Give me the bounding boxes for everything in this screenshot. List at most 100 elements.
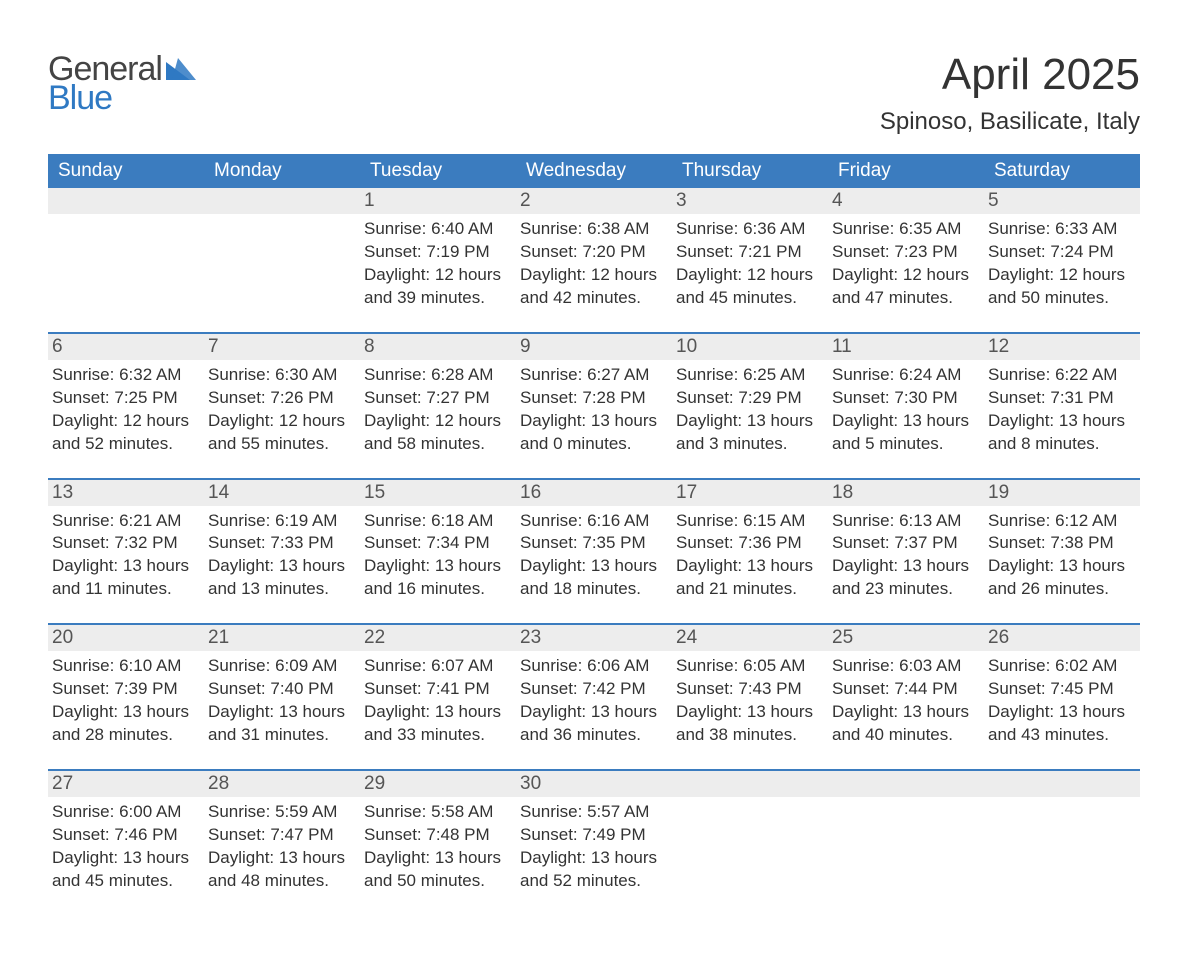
sunset-text: Sunset: 7:47 PM <box>208 824 352 847</box>
sunset-text: Sunset: 7:46 PM <box>52 824 196 847</box>
day-number: 16 <box>516 480 672 506</box>
day-number: 25 <box>828 625 984 651</box>
sunrise-text: Sunrise: 6:12 AM <box>988 510 1132 533</box>
logo-text-blue: Blue <box>48 79 198 118</box>
daylight-text: Daylight: 13 hours and 21 minutes. <box>676 555 820 601</box>
day-number: 15 <box>360 480 516 506</box>
daylight-text: Daylight: 12 hours and 55 minutes. <box>208 410 352 456</box>
title-block: April 2025 Spinoso, Basilicate, Italy <box>880 50 1140 136</box>
daylight-text: Daylight: 12 hours and 45 minutes. <box>676 264 820 310</box>
sunset-text: Sunset: 7:27 PM <box>364 387 508 410</box>
day-details: Sunrise: 6:07 AMSunset: 7:41 PMDaylight:… <box>364 655 508 747</box>
daylight-text: Daylight: 13 hours and 16 minutes. <box>364 555 508 601</box>
day-details: Sunrise: 5:58 AMSunset: 7:48 PMDaylight:… <box>364 801 508 893</box>
day-number <box>48 188 204 214</box>
day-details: Sunrise: 6:32 AMSunset: 7:25 PMDaylight:… <box>52 364 196 456</box>
sunrise-text: Sunrise: 6:05 AM <box>676 655 820 678</box>
sunset-text: Sunset: 7:42 PM <box>520 678 664 701</box>
calendar-table: Sunday Monday Tuesday Wednesday Thursday… <box>48 154 1140 915</box>
day-number: 27 <box>48 771 204 797</box>
daylight-text: Daylight: 13 hours and 26 minutes. <box>988 555 1132 601</box>
day-number: 9 <box>516 334 672 360</box>
sunset-text: Sunset: 7:49 PM <box>520 824 664 847</box>
calendar-week-row: 20Sunrise: 6:10 AMSunset: 7:39 PMDayligh… <box>48 624 1140 770</box>
day-number: 2 <box>516 188 672 214</box>
day-number: 22 <box>360 625 516 651</box>
calendar-day-cell: 22 Sunrise: 6:07 AMSunset: 7:41 PMDayligh… <box>360 624 516 770</box>
daylight-text: Daylight: 13 hours and 45 minutes. <box>52 847 196 893</box>
calendar-day-cell <box>48 188 204 333</box>
day-details: Sunrise: 5:59 AMSunset: 7:47 PMDaylight:… <box>208 801 352 893</box>
daylight-text: Daylight: 13 hours and 11 minutes. <box>52 555 196 601</box>
day-number: 17 <box>672 480 828 506</box>
day-details: Sunrise: 6:15 AMSunset: 7:36 PMDaylight:… <box>676 510 820 602</box>
daylight-text: Daylight: 12 hours and 42 minutes. <box>520 264 664 310</box>
calendar-day-cell: 20Sunrise: 6:10 AMSunset: 7:39 PMDayligh… <box>48 624 204 770</box>
day-details: Sunrise: 6:05 AMSunset: 7:43 PMDaylight:… <box>676 655 820 747</box>
sunrise-text: Sunrise: 6:09 AM <box>208 655 352 678</box>
sunset-text: Sunset: 7:43 PM <box>676 678 820 701</box>
calendar-day-cell: 2Sunrise: 6:38 AMSunset: 7:20 PMDaylight… <box>516 188 672 333</box>
daylight-text: Daylight: 13 hours and 33 minutes. <box>364 701 508 747</box>
sunrise-text: Sunrise: 6:00 AM <box>52 801 196 824</box>
day-number: 21 <box>204 625 360 651</box>
day-details: Sunrise: 6:13 AMSunset: 7:37 PMDaylight:… <box>832 510 976 602</box>
calendar-page: General Blue April 2025 Spinoso, Basilic… <box>0 0 1188 955</box>
calendar-day-cell: 8 Sunrise: 6:28 AMSunset: 7:27 PMDaylight… <box>360 333 516 479</box>
sunset-text: Sunset: 7:36 PM <box>676 532 820 555</box>
calendar-day-cell <box>828 770 984 915</box>
day-number: 5 <box>984 188 1140 214</box>
day-details: Sunrise: 6:12 AMSunset: 7:38 PMDaylight:… <box>988 510 1132 602</box>
daylight-text: Daylight: 13 hours and 48 minutes. <box>208 847 352 893</box>
day-number: 3 <box>672 188 828 214</box>
day-number: 6 <box>48 334 204 360</box>
daylight-text: Daylight: 12 hours and 47 minutes. <box>832 264 976 310</box>
day-number: 18 <box>828 480 984 506</box>
day-details: Sunrise: 6:35 AMSunset: 7:23 PMDaylight:… <box>832 218 976 310</box>
sunset-text: Sunset: 7:30 PM <box>832 387 976 410</box>
weekday-header: Friday <box>828 154 984 188</box>
sunset-text: Sunset: 7:20 PM <box>520 241 664 264</box>
sunset-text: Sunset: 7:33 PM <box>208 532 352 555</box>
daylight-text: Daylight: 13 hours and 43 minutes. <box>988 701 1132 747</box>
day-number: 28 <box>204 771 360 797</box>
day-number <box>672 771 828 797</box>
calendar-week-row: 1 Sunrise: 6:40 AMSunset: 7:19 PMDaylight… <box>48 188 1140 333</box>
calendar-day-cell: 6 Sunrise: 6:32 AMSunset: 7:25 PMDaylight… <box>48 333 204 479</box>
calendar-day-cell: 11Sunrise: 6:24 AMSunset: 7:30 PMDayligh… <box>828 333 984 479</box>
sunrise-text: Sunrise: 6:40 AM <box>364 218 508 241</box>
day-details: Sunrise: 6:27 AMSunset: 7:28 PMDaylight:… <box>520 364 664 456</box>
day-number: 30 <box>516 771 672 797</box>
calendar-week-row: 27Sunrise: 6:00 AMSunset: 7:46 PMDayligh… <box>48 770 1140 915</box>
day-details: Sunrise: 5:57 AMSunset: 7:49 PMDaylight:… <box>520 801 664 893</box>
day-number <box>984 771 1140 797</box>
day-number: 14 <box>204 480 360 506</box>
day-number: 10 <box>672 334 828 360</box>
sunrise-text: Sunrise: 6:33 AM <box>988 218 1132 241</box>
day-number: 24 <box>672 625 828 651</box>
logo: General Blue <box>48 50 198 118</box>
sunrise-text: Sunrise: 6:30 AM <box>208 364 352 387</box>
day-number: 1 <box>360 188 516 214</box>
sunrise-text: Sunrise: 6:28 AM <box>364 364 508 387</box>
calendar-day-cell <box>672 770 828 915</box>
calendar-day-cell: 13Sunrise: 6:21 AMSunset: 7:32 PMDayligh… <box>48 479 204 625</box>
sunset-text: Sunset: 7:23 PM <box>832 241 976 264</box>
day-details: Sunrise: 6:40 AMSunset: 7:19 PMDaylight:… <box>364 218 508 310</box>
daylight-text: Daylight: 13 hours and 13 minutes. <box>208 555 352 601</box>
weekday-header: Thursday <box>672 154 828 188</box>
sunrise-text: Sunrise: 6:18 AM <box>364 510 508 533</box>
sunset-text: Sunset: 7:40 PM <box>208 678 352 701</box>
calendar-day-cell: 3 Sunrise: 6:36 AMSunset: 7:21 PMDaylight… <box>672 188 828 333</box>
location-subtitle: Spinoso, Basilicate, Italy <box>880 108 1140 136</box>
sunset-text: Sunset: 7:24 PM <box>988 241 1132 264</box>
day-details: Sunrise: 6:00 AMSunset: 7:46 PMDaylight:… <box>52 801 196 893</box>
day-number: 8 <box>360 334 516 360</box>
sunset-text: Sunset: 7:48 PM <box>364 824 508 847</box>
daylight-text: Daylight: 13 hours and 0 minutes. <box>520 410 664 456</box>
day-details: Sunrise: 6:36 AMSunset: 7:21 PMDaylight:… <box>676 218 820 310</box>
sunset-text: Sunset: 7:45 PM <box>988 678 1132 701</box>
day-details: Sunrise: 6:02 AMSunset: 7:45 PMDaylight:… <box>988 655 1132 747</box>
day-details: Sunrise: 6:28 AMSunset: 7:27 PMDaylight:… <box>364 364 508 456</box>
daylight-text: Daylight: 13 hours and 50 minutes. <box>364 847 508 893</box>
